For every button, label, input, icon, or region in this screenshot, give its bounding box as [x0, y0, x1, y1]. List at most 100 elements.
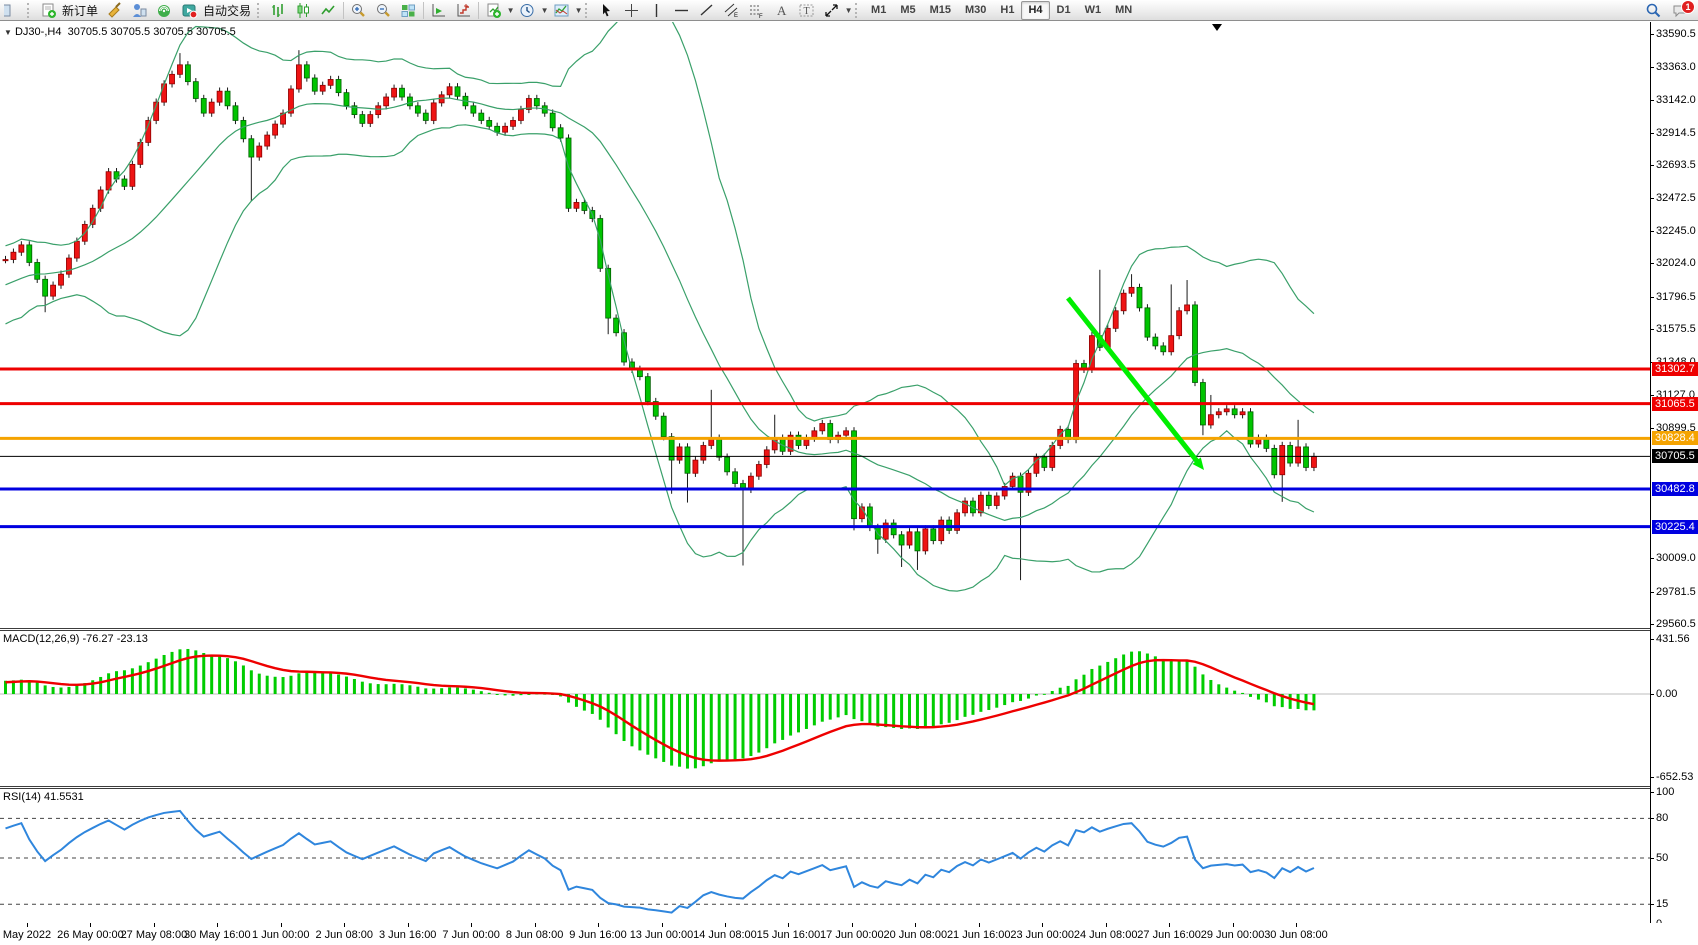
candle-down[interactable]: [732, 471, 738, 484]
candle-down[interactable]: [605, 267, 612, 319]
candle-down[interactable]: [478, 112, 485, 121]
candle-up[interactable]: [954, 512, 960, 531]
autotrading-label[interactable]: 自动交易: [203, 3, 252, 18]
rsi-chart-svg[interactable]: [0, 789, 1650, 923]
candle-down[interactable]: [549, 112, 556, 129]
candle-up[interactable]: [18, 244, 25, 253]
candle-down[interactable]: [42, 278, 49, 297]
candle-up[interactable]: [938, 519, 945, 542]
candle-down[interactable]: [716, 437, 723, 458]
candle-down[interactable]: [200, 98, 207, 114]
candle-down[interactable]: [248, 138, 255, 158]
candlestick-chart-icon[interactable]: [291, 0, 316, 21]
candle-up[interactable]: [383, 96, 390, 107]
line-chart-icon[interactable]: [316, 0, 341, 21]
trendline-icon[interactable]: [694, 0, 719, 21]
candle-down[interactable]: [898, 534, 905, 546]
candle-down[interactable]: [1160, 345, 1167, 353]
symbol-dropdown-icon[interactable]: ▼: [4, 28, 12, 37]
candle-down[interactable]: [359, 114, 366, 124]
candle-down[interactable]: [311, 77, 318, 92]
candle-up[interactable]: [129, 163, 136, 187]
add-indicator-icon[interactable]: [481, 0, 506, 21]
candle-up[interactable]: [510, 120, 516, 127]
candle-down[interactable]: [557, 127, 564, 139]
candle-down[interactable]: [1144, 307, 1151, 338]
candle-up[interactable]: [1279, 445, 1286, 476]
candle-up[interactable]: [763, 449, 770, 465]
toolbar-grip[interactable]: [585, 2, 592, 18]
candle-up[interactable]: [573, 202, 580, 209]
candle-down[interactable]: [565, 137, 572, 209]
macd-pane[interactable]: MACD(12,26,9) -76.27 -23.13: [0, 631, 1650, 786]
chart-shift-marker[interactable]: [1212, 24, 1222, 31]
candle-up[interactable]: [446, 86, 453, 96]
indicator-window-icon[interactable]: [426, 0, 451, 21]
candle-up[interactable]: [1168, 335, 1175, 353]
candle-up[interactable]: [993, 495, 1000, 506]
candle-down[interactable]: [533, 98, 540, 107]
arrows-shapes-icon[interactable]: [819, 0, 844, 21]
candle-up[interactable]: [502, 125, 508, 133]
candle-up[interactable]: [256, 145, 263, 158]
new-order-icon[interactable]: [36, 0, 61, 21]
candle-up[interactable]: [922, 528, 929, 552]
candle-up[interactable]: [1207, 414, 1214, 426]
candle-up[interactable]: [296, 64, 302, 90]
candle-down[interactable]: [914, 531, 921, 552]
autotrading-icon[interactable]: [177, 0, 202, 21]
candle-up[interactable]: [1025, 472, 1032, 493]
candle-up[interactable]: [319, 84, 326, 92]
candle-down[interactable]: [1303, 446, 1309, 468]
search-icon[interactable]: [1641, 0, 1666, 21]
candle-down[interactable]: [470, 105, 477, 114]
template-icon[interactable]: [549, 0, 574, 21]
dropdown-caret-icon[interactable]: ▼: [574, 5, 583, 15]
candle-down[interactable]: [184, 64, 191, 83]
timeframe-H4[interactable]: H4: [1021, 0, 1050, 20]
trend-arrow-annotation[interactable]: [1066, 296, 1201, 466]
candle-up[interactable]: [327, 79, 334, 86]
candle-down[interactable]: [399, 87, 405, 98]
candle-up[interactable]: [50, 284, 56, 297]
candle-up[interactable]: [1215, 411, 1222, 416]
timeframe-D1[interactable]: D1: [1056, 4, 1071, 16]
candle-up[interactable]: [787, 434, 794, 452]
candle-down[interactable]: [613, 317, 620, 334]
candle-up[interactable]: [692, 459, 699, 474]
candle-down[interactable]: [121, 178, 128, 187]
candle-down[interactable]: [930, 528, 937, 542]
timeframe-M15[interactable]: M15: [929, 4, 951, 16]
candle-down[interactable]: [351, 105, 358, 115]
candle-down[interactable]: [232, 105, 239, 121]
candle-down[interactable]: [1247, 411, 1254, 445]
periods-clock-icon[interactable]: [515, 0, 540, 21]
cursor-icon[interactable]: [594, 0, 619, 21]
candle-up[interactable]: [518, 109, 524, 121]
candle-up[interactable]: [208, 101, 215, 114]
candle-down[interactable]: [1287, 445, 1294, 464]
time-axis[interactable]: May 2022 26 May 00:00 27 May 08:00 30 Ma…: [0, 923, 1698, 945]
dropdown-caret-icon[interactable]: ▼: [844, 5, 853, 15]
candle-up[interactable]: [430, 102, 437, 121]
candle-down[interactable]: [597, 218, 604, 269]
candle-up[interactable]: [66, 257, 72, 275]
candle-up[interactable]: [843, 430, 849, 436]
horizontal-line-icon[interactable]: [669, 0, 694, 21]
candle-down[interactable]: [1231, 408, 1238, 416]
candle-down[interactable]: [890, 522, 897, 536]
candle-up[interactable]: [58, 273, 64, 286]
text-label-icon[interactable]: T: [794, 0, 819, 21]
candle-up[interactable]: [1033, 456, 1040, 474]
market-profile-icon[interactable]: [127, 0, 152, 21]
candle-down[interactable]: [684, 446, 691, 474]
candle-up[interactable]: [819, 423, 826, 432]
candle-up[interactable]: [216, 90, 223, 103]
candle-up[interactable]: [906, 531, 913, 546]
candle-up[interactable]: [367, 114, 374, 124]
candle-up[interactable]: [2, 259, 9, 262]
candle-up[interactable]: [755, 464, 762, 477]
crosshair-icon[interactable]: [619, 0, 644, 21]
candle-down[interactable]: [486, 120, 493, 127]
broom-icon[interactable]: [102, 0, 127, 21]
